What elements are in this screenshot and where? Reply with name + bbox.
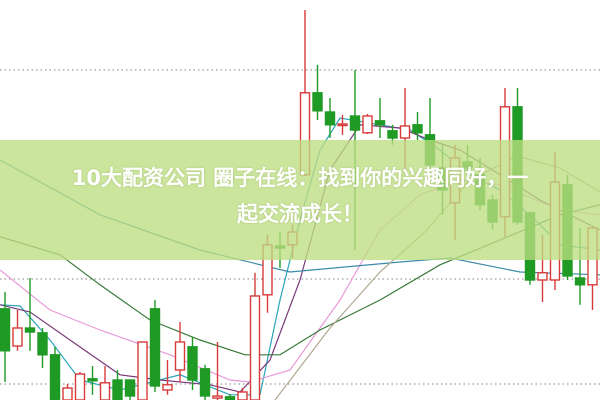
candle-down [187,346,198,381]
candle-up [99,382,111,400]
candle-down [199,368,211,397]
candle-down [387,130,398,139]
candle-up [12,327,23,347]
candle-up [212,395,223,399]
candle-down [0,308,11,352]
candle-down [412,124,423,134]
candle-up [62,387,73,400]
candle-down [574,277,586,286]
candle-up [249,295,261,400]
candle-down [349,115,361,131]
candle-up [137,341,148,400]
candle-down [312,92,323,112]
candle-up [537,272,548,281]
candle-up [74,373,86,400]
candle-down [324,111,336,126]
headline-line-1: 10大配资公司 圈子在线：找到你的兴趣同好，一 [71,166,529,190]
candle-down [149,308,161,387]
candle-up [337,123,348,127]
candle-up [174,341,186,371]
candle-up [162,384,173,391]
candle-down [24,327,36,333]
candle-down [112,379,123,400]
candle-down [37,332,48,356]
candle-down [87,378,98,382]
candle-up [362,115,373,134]
headline-line-2: 起交流成长！ [237,202,363,226]
candle-down [374,120,386,126]
headline: 10大配资公司 圈子在线：找到你的兴趣同好，一 起交流成长！ [0,160,600,232]
headline-banner [0,140,600,260]
candle-down [49,354,61,400]
candle-up [399,125,411,139]
candle-down [124,379,136,397]
candle-up [237,391,248,400]
